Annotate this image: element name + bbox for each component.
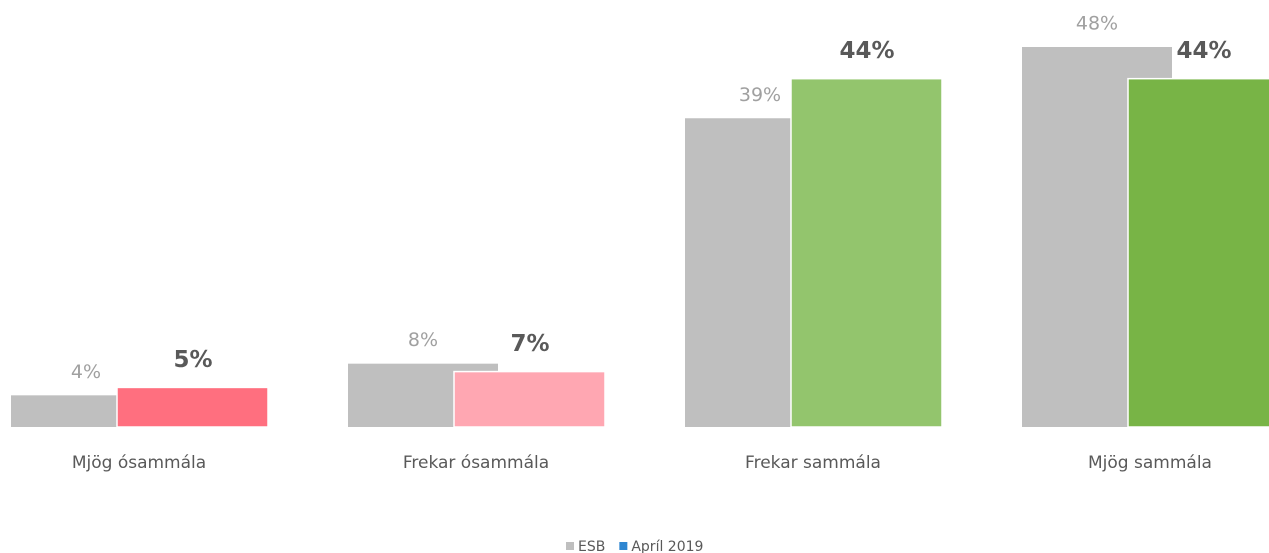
x-tick-label: Frekar sammála <box>745 453 881 473</box>
bar <box>453 370 606 428</box>
bar <box>1127 77 1269 428</box>
legend-swatch <box>566 542 574 550</box>
data-label: 44% <box>839 38 894 64</box>
data-label: 44% <box>1176 38 1231 64</box>
data-label: 39% <box>739 84 781 106</box>
x-tick-label: Frekar ósammála <box>403 453 549 473</box>
bar <box>790 77 943 428</box>
legend-label: ESB <box>578 539 605 553</box>
data-label: 8% <box>408 329 438 351</box>
data-label: 5% <box>173 347 212 373</box>
bar <box>116 386 269 428</box>
x-tick-label: Mjög sammála <box>1088 453 1212 473</box>
legend-swatch <box>619 542 628 550</box>
legend-label: Apríl 2019 <box>631 539 703 553</box>
x-tick-label: Mjög ósammála <box>72 453 206 473</box>
data-label: 4% <box>71 361 101 383</box>
data-label: 7% <box>510 331 549 357</box>
data-label: 48% <box>1076 13 1118 35</box>
